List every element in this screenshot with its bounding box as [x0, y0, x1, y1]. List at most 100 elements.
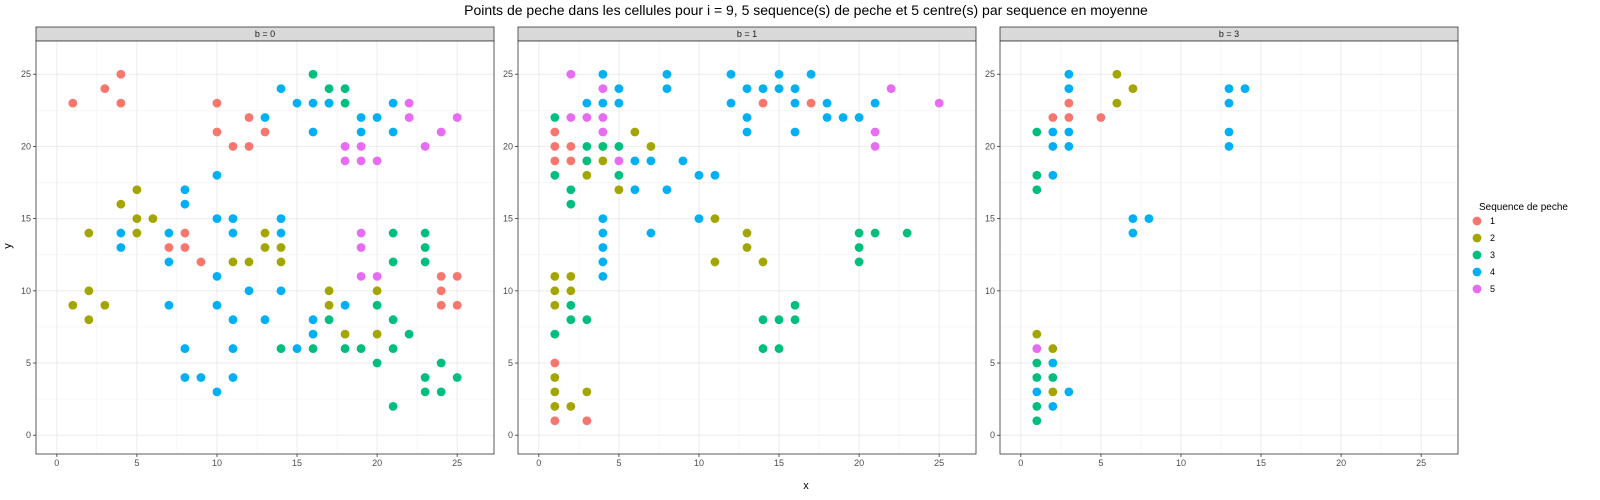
data-point — [212, 98, 222, 108]
data-point — [614, 84, 624, 94]
data-point — [1048, 373, 1058, 382]
legend-key — [1472, 216, 1482, 226]
data-point — [1096, 113, 1106, 122]
data-point — [566, 185, 576, 195]
data-point — [436, 300, 446, 310]
data-point — [870, 127, 880, 137]
data-point — [308, 344, 318, 353]
data-point — [854, 228, 864, 238]
data-point — [180, 243, 190, 252]
data-point — [276, 286, 286, 296]
legend: Sequence de peche 1 2 3 4 5 — [1472, 202, 1568, 294]
data-point — [452, 113, 462, 122]
data-point — [276, 84, 286, 94]
data-point — [276, 243, 286, 252]
x-tick-label: 25 — [1416, 458, 1426, 468]
data-point — [758, 344, 768, 353]
data-point — [1144, 214, 1154, 224]
data-point — [598, 214, 608, 224]
data-point — [420, 228, 430, 238]
data-point — [1032, 185, 1042, 195]
data-point — [1128, 228, 1138, 238]
data-point — [116, 228, 126, 238]
data-point — [550, 271, 560, 281]
data-point — [598, 257, 608, 267]
data-point — [1032, 373, 1042, 382]
y-tick-label: 25 — [985, 69, 995, 79]
data-point — [1032, 416, 1042, 426]
data-point — [276, 344, 286, 353]
data-point — [742, 243, 752, 252]
data-point — [582, 113, 592, 122]
data-point — [260, 315, 270, 325]
data-point — [372, 113, 382, 122]
y-tick-label: 20 — [21, 141, 31, 151]
data-point — [452, 300, 462, 310]
legend-label: 1 — [1490, 216, 1495, 226]
chart-title: Points de peche dans les cellules pour i… — [464, 2, 1148, 18]
data-point — [324, 286, 334, 296]
data-point — [404, 113, 414, 122]
data-point — [758, 98, 768, 108]
data-point — [372, 300, 382, 310]
x-tick-label: 15 — [1256, 458, 1266, 468]
data-point — [1112, 69, 1122, 79]
data-point — [276, 228, 286, 238]
legend-key — [1472, 250, 1482, 260]
y-tick-label: 10 — [503, 286, 513, 296]
data-point — [582, 170, 592, 180]
data-point — [790, 315, 800, 325]
data-point — [790, 300, 800, 310]
data-point — [870, 142, 880, 151]
data-point — [582, 387, 592, 397]
data-point — [630, 127, 640, 137]
data-point — [566, 69, 576, 79]
data-point — [1032, 127, 1042, 137]
x-tick-label: 10 — [694, 458, 704, 468]
y-tick-label: 10 — [985, 286, 995, 296]
data-point — [1128, 214, 1138, 224]
data-point — [228, 315, 238, 325]
data-point — [388, 257, 398, 267]
y-tick-label: 25 — [21, 69, 31, 79]
x-tick-label: 10 — [1176, 458, 1186, 468]
x-tick-label: 25 — [452, 458, 462, 468]
data-point — [550, 329, 560, 339]
data-point — [1032, 329, 1042, 339]
data-point — [550, 300, 560, 310]
data-point — [614, 156, 624, 166]
x-tick-label: 20 — [1336, 458, 1346, 468]
data-point — [196, 373, 206, 382]
data-point — [550, 387, 560, 397]
legend-key — [1472, 233, 1482, 243]
legend-key — [1472, 284, 1482, 294]
data-point — [1064, 69, 1074, 79]
data-point — [614, 170, 624, 180]
data-point — [742, 228, 752, 238]
data-point — [1048, 387, 1058, 397]
data-point — [758, 257, 768, 267]
y-axis-title: y — [2, 243, 14, 249]
data-point — [662, 69, 672, 79]
data-point — [228, 142, 238, 151]
data-point — [436, 358, 446, 368]
data-point — [1112, 98, 1122, 108]
data-point — [340, 329, 350, 339]
y-tick-label: 20 — [985, 141, 995, 151]
data-point — [132, 185, 142, 195]
x-tick-label: 5 — [134, 458, 139, 468]
data-point — [566, 156, 576, 166]
data-point — [1048, 127, 1058, 137]
data-point — [1224, 127, 1234, 137]
data-point — [308, 127, 318, 137]
data-point — [710, 170, 720, 180]
data-point — [566, 113, 576, 122]
data-point — [694, 214, 704, 224]
data-point — [84, 315, 94, 325]
data-point — [582, 156, 592, 166]
data-point — [340, 344, 350, 353]
data-point — [228, 373, 238, 382]
x-tick-label: 15 — [774, 458, 784, 468]
data-point — [566, 142, 576, 151]
data-point — [598, 84, 608, 94]
